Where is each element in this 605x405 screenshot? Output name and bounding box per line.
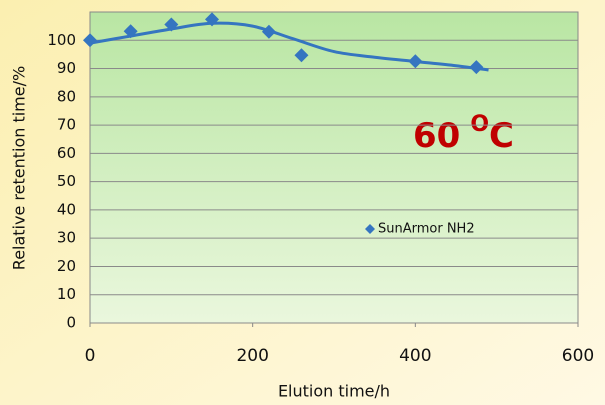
data-point [164,17,179,32]
data-point [408,54,423,69]
y-tick-label: 100 [47,31,76,49]
y-tick-label: 60 [57,144,76,162]
data-point [469,60,484,75]
y-tick-label: 80 [57,87,76,105]
data-point [261,24,276,39]
y-tick-label: 50 [57,172,76,190]
x-tick-label: 200 [236,346,268,366]
y-tick-label: 10 [57,285,76,303]
x-tick-label: 600 [562,346,594,366]
x-axis-label: Elution time/h [278,382,390,401]
annotation-superscript: O [470,112,489,137]
trend-line [89,21,489,72]
y-axis-label: Relative retention time/% [10,66,29,270]
y-tick-label: 0 [66,314,76,332]
y-tick-label: 90 [57,59,76,77]
x-tick-label: 0 [85,346,96,366]
y-tick-label: 30 [57,229,76,247]
y-tick-label: 20 [57,257,76,275]
x-tick-label: 400 [399,346,431,366]
annotation: 60 OC [413,112,514,156]
legend-label: SunArmor NH2 [378,222,475,237]
annotation-unit: C [489,116,514,156]
legend-marker [365,224,375,234]
data-point [294,48,309,63]
plot-area [89,11,579,324]
data-point [83,33,97,48]
data-point [123,24,138,39]
y-tick-label: 70 [57,116,76,134]
y-tick-label: 40 [57,200,76,218]
annotation-value: 60 [413,116,460,156]
data-point [205,12,219,27]
